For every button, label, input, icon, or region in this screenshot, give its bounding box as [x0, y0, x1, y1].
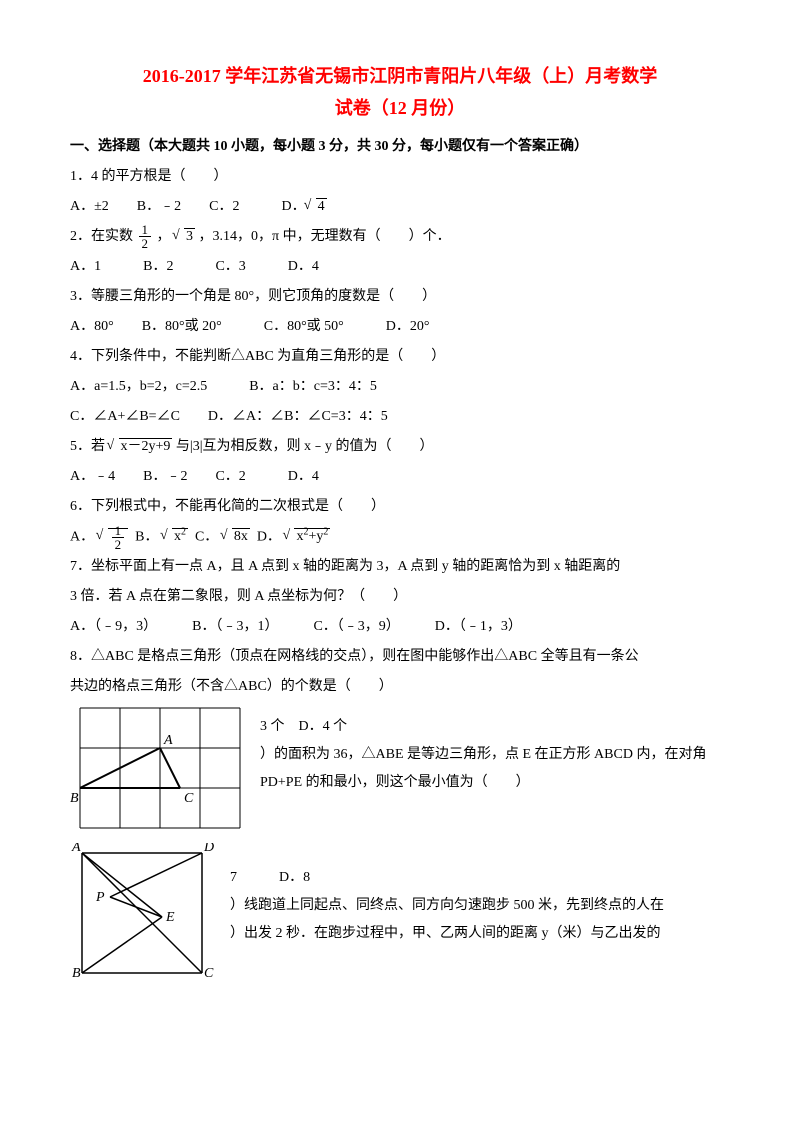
q4-options-2: C．∠A+∠B=∠C D．∠A：∠B：∠C=3：4：5	[70, 403, 730, 431]
q4-stem: 4．下列条件中，不能判断△ABC 为直角三角形的是（ ）	[70, 343, 730, 371]
q6-opt-d-label: D．	[257, 529, 281, 544]
q6-opt-a-label: A．	[70, 529, 94, 544]
sqrt-x2y2: x2+y2	[284, 523, 330, 552]
sqrt-8x: 8x	[222, 523, 250, 551]
q6-opt-c-label: C．	[195, 529, 218, 544]
frac-1-2: 12	[139, 223, 152, 250]
svg-text:C: C	[204, 966, 214, 981]
svg-text:E: E	[165, 910, 175, 925]
sqrt-3: 3	[174, 223, 195, 251]
q4-options-1: A．a=1.5，b=2，c=2.5 B．a：b：c=3：4：5	[70, 373, 730, 401]
q3-options: A．80° B．80°或 20° C．80°或 50° D．20°	[70, 313, 730, 341]
q6-options: A． 12 B． x2 C． 8x D． x2+y2	[70, 523, 730, 552]
q5-pre: 5．若	[70, 439, 105, 454]
q2-mid: ，	[157, 229, 171, 244]
svg-text:D: D	[203, 843, 214, 855]
svg-text:A: A	[71, 843, 81, 855]
q6-opt-b-label: B．	[135, 529, 158, 544]
q2-options: A．1 B．2 C．3 D．4	[70, 253, 730, 281]
q1-opts-pre: A．±2 B．﹣2 C．2 D．	[70, 199, 306, 214]
q8-stem-b: 共边的格点三角形（不含△ABC）的个数是（ ）	[70, 673, 730, 701]
q2-post: ，3.14，0，π 中，无理数有（ ）个．	[199, 229, 451, 244]
q7-options: A．（﹣9，3） B．（﹣3，1） C．（﹣3，9） D．（﹣1，3）	[70, 613, 730, 641]
grid-figure: A B C	[70, 703, 730, 833]
sqrt-half: 12	[98, 523, 129, 551]
svg-text:C: C	[184, 791, 194, 806]
q2-stem: 2．在实数 12 ， 3 ，3.14，0，π 中，无理数有（ ）个．	[70, 223, 730, 251]
q6-stem: 6．下列根式中，不能再化简的二次根式是（ ）	[70, 493, 730, 521]
q7-stem-a: 7．坐标平面上有一点 A，且 A 点到 x 轴的距离为 3，A 点到 y 轴的距…	[70, 553, 730, 581]
q5-options: A．﹣4 B．﹣2 C．2 D．4	[70, 463, 730, 491]
svg-text:P: P	[95, 890, 105, 905]
svg-text:B: B	[70, 791, 79, 806]
q1-options: A．±2 B．﹣2 C．2 D．4	[70, 193, 730, 221]
sqrt-x-2y-9: x－2y+9	[109, 433, 173, 461]
square-figure: A D B C P E	[70, 843, 730, 994]
q3-stem: 3．等腰三角形的一个角是 80°，则它顶角的度数是（ ）	[70, 283, 730, 311]
q5-stem: 5．若 x－2y+9 与|3|互为相反数，则 x﹣y 的值为（ ）	[70, 433, 730, 461]
sqrt-4: 4	[306, 193, 327, 221]
q5-mid: 与|3|互为相反数，则 x﹣y 的值为（ ）	[176, 439, 434, 454]
svg-text:A: A	[163, 733, 173, 748]
q8-stem-a: 8．△ABC 是格点三角形（顶点在网格线的交点），则在图中能够作出△ABC 全等…	[70, 643, 730, 671]
title-line-1: 2016-2017 学年江苏省无锡市江阴市青阳片八年级（上）月考数学	[70, 60, 730, 92]
q7-stem-b: 3 倍．若 A 点在第二象限，则 A 点坐标为何？（ ）	[70, 583, 730, 611]
svg-text:B: B	[72, 966, 81, 981]
q1-stem: 1．4 的平方根是（ ）	[70, 163, 730, 191]
q2-pre: 2．在实数	[70, 229, 133, 244]
sqrt-x2: x2	[162, 523, 188, 552]
title-line-2: 试卷（12 月份）	[70, 92, 730, 124]
section-heading: 一、选择题（本大题共 10 小题，每小题 3 分，共 30 分，每小题仅有一个答…	[70, 133, 730, 161]
